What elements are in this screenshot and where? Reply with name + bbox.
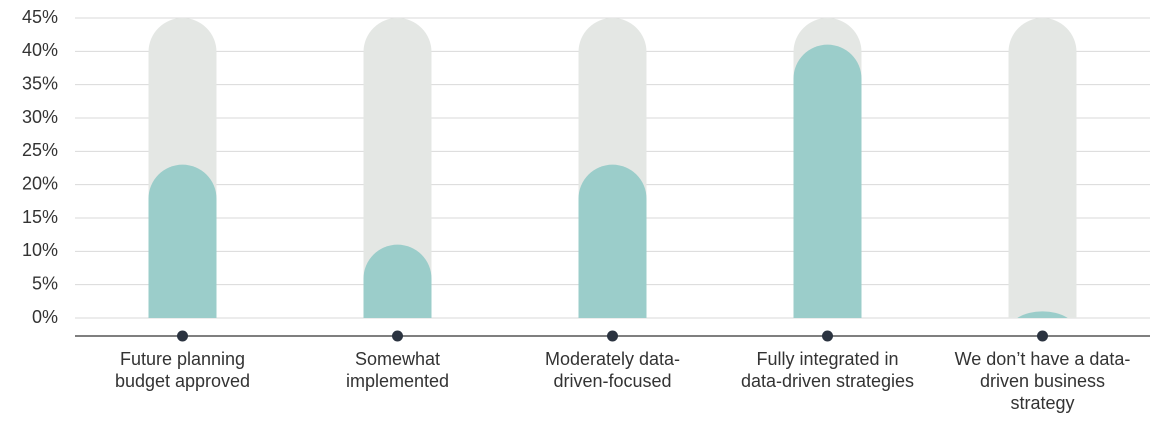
bar <box>793 44 862 318</box>
x-tick-label: We don’t have a data-driven business str… <box>954 349 1131 413</box>
y-tick-label: 20% <box>22 173 58 193</box>
x-tick-label: Moderately data-driven-focused <box>544 349 681 391</box>
x-tick-label: Somewhat implemented <box>345 349 450 391</box>
bar <box>578 164 647 318</box>
category-dot <box>822 330 833 342</box>
category-dot <box>1037 330 1048 342</box>
y-tick-label: 25% <box>22 140 58 160</box>
category-dot <box>607 330 618 342</box>
category-dot <box>177 330 188 342</box>
y-tick-label: 15% <box>22 207 58 227</box>
y-tick-label: 5% <box>32 273 58 293</box>
x-tick-label: Future planning budget approved <box>114 349 251 391</box>
y-tick-label: 35% <box>22 73 58 93</box>
category-dot <box>392 330 403 342</box>
y-tick-label: 10% <box>22 240 58 260</box>
y-tick-label: 45% <box>22 7 58 27</box>
y-tick-label: 30% <box>22 107 58 127</box>
y-tick-label: 40% <box>22 40 58 60</box>
y-tick-label: 0% <box>32 307 58 327</box>
bars <box>148 18 1077 318</box>
bar <box>363 244 432 318</box>
bar <box>1017 311 1068 318</box>
bar <box>148 164 217 318</box>
bar-track <box>363 18 432 318</box>
bar-track <box>1008 18 1077 318</box>
x-tick-label: Fully integrated in data-driven strategi… <box>740 349 915 391</box>
